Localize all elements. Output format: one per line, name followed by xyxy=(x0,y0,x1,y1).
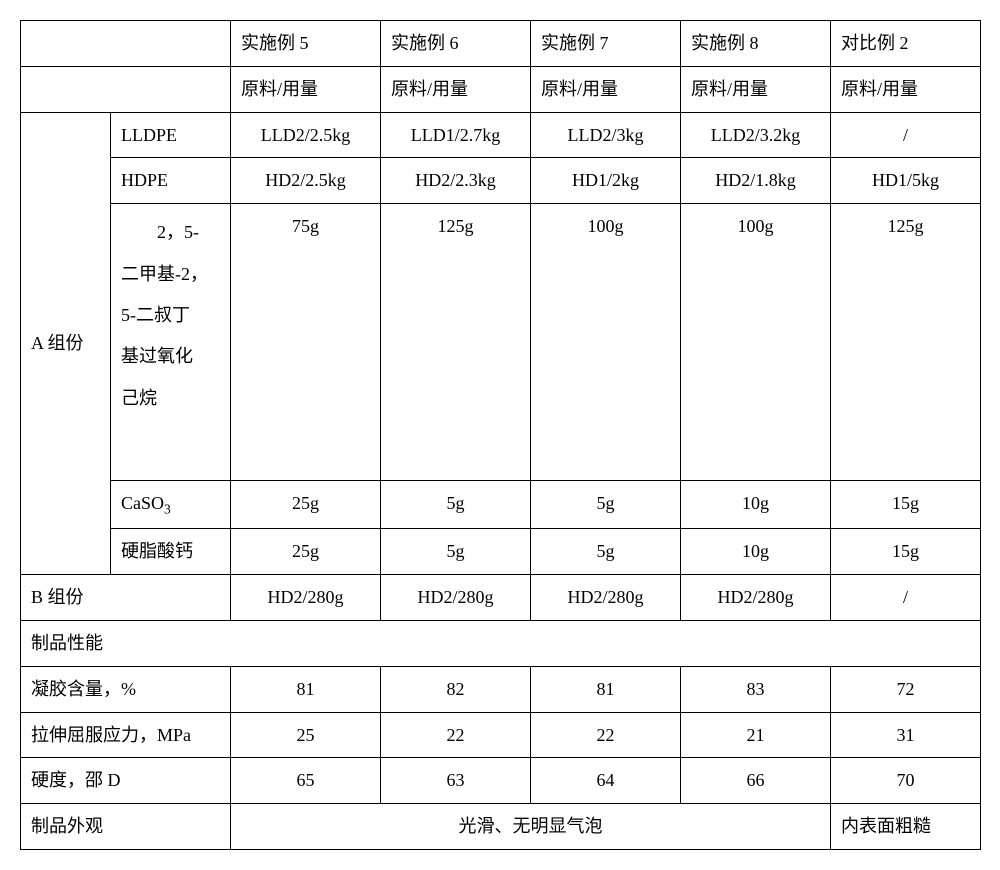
cell-castearate-ex6: 5g xyxy=(381,529,531,575)
table-row: HDPE HD2/2.5kg HD2/2.3kg HD1/2kg HD2/1.8… xyxy=(21,158,981,204)
cell-castearate-ex7: 5g xyxy=(531,529,681,575)
row-label-ca-stearate: 硬脂酸钙 xyxy=(111,529,231,575)
header-blank-2 xyxy=(21,66,231,112)
table-row: 制品性能 xyxy=(21,620,981,666)
cell-tensile-cmp2: 31 xyxy=(831,712,981,758)
table-row: 凝胶含量，% 81 82 81 83 72 xyxy=(21,666,981,712)
cell-hdpe-ex5: HD2/2.5kg xyxy=(231,158,381,204)
peroxide-line3: 5-二叔丁 xyxy=(121,305,190,325)
table-row: 拉伸屈服应力，MPa 25 22 22 21 31 xyxy=(21,712,981,758)
cell-gel-ex7: 81 xyxy=(531,666,681,712)
row-label-caso3: CaSO3 xyxy=(111,481,231,529)
cell-castearate-ex5: 25g xyxy=(231,529,381,575)
col-header-ex8: 实施例 8 xyxy=(681,21,831,67)
cell-peroxide-ex7: 100g xyxy=(531,204,681,481)
cell-b-cmp2: / xyxy=(831,575,981,621)
row-label-lldpe: LLDPE xyxy=(111,112,231,158)
col-header-ex5: 实施例 5 xyxy=(231,21,381,67)
cell-caso3-ex7: 5g xyxy=(531,481,681,529)
cell-hardness-ex7: 64 xyxy=(531,758,681,804)
table-row: 硬脂酸钙 25g 5g 5g 10g 15g xyxy=(21,529,981,575)
cell-peroxide-ex5: 75g xyxy=(231,204,381,481)
peroxide-line4: 基过氧化 xyxy=(121,346,193,366)
cell-caso3-ex6: 5g xyxy=(381,481,531,529)
peroxide-line2: 二甲基-2， xyxy=(121,264,208,284)
caso3-prefix: CaSO xyxy=(121,493,164,513)
subheader-ex6: 原料/用量 xyxy=(381,66,531,112)
row-label-peroxide: 2，5- 二甲基-2， 5-二叔丁 基过氧化 己烷 xyxy=(111,204,231,481)
row-label-hardness: 硬度，邵 D xyxy=(21,758,231,804)
cell-lldpe-cmp2: / xyxy=(831,112,981,158)
cell-tensile-ex8: 21 xyxy=(681,712,831,758)
cell-gel-ex6: 82 xyxy=(381,666,531,712)
cell-hardness-cmp2: 70 xyxy=(831,758,981,804)
cell-hardness-ex8: 66 xyxy=(681,758,831,804)
cell-peroxide-ex6: 125g xyxy=(381,204,531,481)
cell-gel-cmp2: 72 xyxy=(831,666,981,712)
cell-hardness-ex6: 63 xyxy=(381,758,531,804)
caso3-sub: 3 xyxy=(164,502,171,517)
subheader-cmp2: 原料/用量 xyxy=(831,66,981,112)
table-row: A 组份 LLDPE LLD2/2.5kg LLD1/2.7kg LLD2/3k… xyxy=(21,112,981,158)
peroxide-line1: 2，5- xyxy=(121,222,199,242)
table-row: 硬度，邵 D 65 63 64 66 70 xyxy=(21,758,981,804)
table-row: CaSO3 25g 5g 5g 10g 15g xyxy=(21,481,981,529)
cell-tensile-ex7: 22 xyxy=(531,712,681,758)
cell-lldpe-ex8: LLD2/3.2kg xyxy=(681,112,831,158)
row-label-tensile: 拉伸屈服应力，MPa xyxy=(21,712,231,758)
cell-tensile-ex6: 22 xyxy=(381,712,531,758)
cell-b-ex7: HD2/280g xyxy=(531,575,681,621)
cell-castearate-ex8: 10g xyxy=(681,529,831,575)
table-row: 实施例 5 实施例 6 实施例 7 实施例 8 对比例 2 xyxy=(21,21,981,67)
cell-hdpe-ex6: HD2/2.3kg xyxy=(381,158,531,204)
header-blank xyxy=(21,21,231,67)
row-label-gel: 凝胶含量，% xyxy=(21,666,231,712)
cell-hardness-ex5: 65 xyxy=(231,758,381,804)
experiment-table: 实施例 5 实施例 6 实施例 7 实施例 8 对比例 2 原料/用量 原料/用… xyxy=(20,20,981,850)
cell-caso3-ex5: 25g xyxy=(231,481,381,529)
subheader-ex8: 原料/用量 xyxy=(681,66,831,112)
cell-gel-ex5: 81 xyxy=(231,666,381,712)
cell-hdpe-cmp2: HD1/5kg xyxy=(831,158,981,204)
cell-tensile-ex5: 25 xyxy=(231,712,381,758)
group-a-label: A 组份 xyxy=(21,112,111,575)
cell-lldpe-ex7: LLD2/3kg xyxy=(531,112,681,158)
cell-b-ex5: HD2/280g xyxy=(231,575,381,621)
cell-b-ex8: HD2/280g xyxy=(681,575,831,621)
cell-lldpe-ex6: LLD1/2.7kg xyxy=(381,112,531,158)
cell-castearate-cmp2: 15g xyxy=(831,529,981,575)
cell-hdpe-ex7: HD1/2kg xyxy=(531,158,681,204)
perf-header: 制品性能 xyxy=(21,620,981,666)
col-header-ex7: 实施例 7 xyxy=(531,21,681,67)
table-row: 原料/用量 原料/用量 原料/用量 原料/用量 原料/用量 xyxy=(21,66,981,112)
col-header-ex6: 实施例 6 xyxy=(381,21,531,67)
cell-caso3-cmp2: 15g xyxy=(831,481,981,529)
cell-peroxide-cmp2: 125g xyxy=(831,204,981,481)
cell-caso3-ex8: 10g xyxy=(681,481,831,529)
cell-peroxide-ex8: 100g xyxy=(681,204,831,481)
table-row: 2，5- 二甲基-2， 5-二叔丁 基过氧化 己烷 75g 125g 100g … xyxy=(21,204,981,481)
group-b-label: B 组份 xyxy=(21,575,231,621)
subheader-ex7: 原料/用量 xyxy=(531,66,681,112)
cell-b-ex6: HD2/280g xyxy=(381,575,531,621)
cell-lldpe-ex5: LLD2/2.5kg xyxy=(231,112,381,158)
table-row: B 组份 HD2/280g HD2/280g HD2/280g HD2/280g… xyxy=(21,575,981,621)
subheader-ex5: 原料/用量 xyxy=(231,66,381,112)
cell-hdpe-ex8: HD2/1.8kg xyxy=(681,158,831,204)
row-label-hdpe: HDPE xyxy=(111,158,231,204)
col-header-cmp2: 对比例 2 xyxy=(831,21,981,67)
peroxide-line5: 己烷 xyxy=(121,388,157,408)
cell-gel-ex8: 83 xyxy=(681,666,831,712)
